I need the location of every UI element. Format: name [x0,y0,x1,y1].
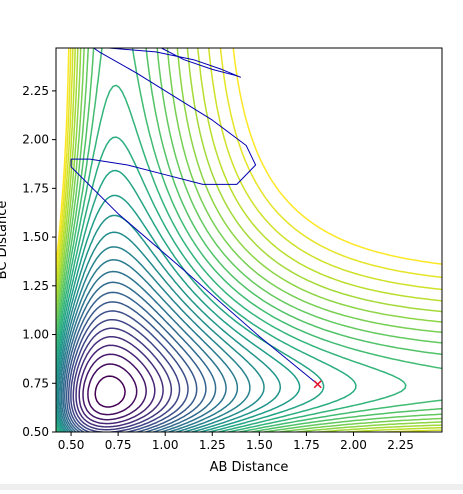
x-tick-label: 1.25 [199,438,226,452]
plot-area [56,48,442,432]
contour-line [56,231,265,432]
contour-line [56,48,442,432]
contour-line [70,318,181,432]
contour-lines [56,48,442,432]
x-tick-label: 0.75 [105,438,132,452]
contour-line [56,48,442,432]
trajectory-layer [70,48,322,389]
contour-line [60,270,227,432]
y-tick-label: 1.00 [22,328,49,342]
y-tick-label: 0.75 [22,376,49,390]
contour-line [82,353,147,421]
contour-line [56,48,442,432]
x-tick-label: 1.75 [293,438,320,452]
start-marker-stroke [313,380,322,389]
x-tick-label: 2.25 [387,438,414,452]
plot-frame [55,47,443,433]
bottom-strip [0,484,463,490]
y-tick-label: 2.25 [22,84,49,98]
contour-line [56,48,442,432]
y-tick-label: 1.75 [22,181,49,195]
x-tick-label: 2.00 [340,438,367,452]
contour-line [56,48,442,432]
contour-line [87,363,138,416]
y-tick-label: 1.50 [22,230,49,244]
x-axis-label: AB Distance [210,460,289,475]
contour-line [56,214,282,432]
y-tick-label: 0.50 [22,425,49,439]
y-tick-label: 2.00 [22,133,49,147]
y-axis-ticks: 0.50 0.75 1.00 1.25 1.50 1.75 2.00 2.25 [22,84,56,439]
contour-line [56,48,442,432]
contour-line [56,48,442,432]
contour-line [65,301,198,432]
contour-line [56,169,325,432]
contour-line [64,291,207,432]
x-tick-label: 1.00 [152,438,179,452]
x-tick-label: 0.50 [58,438,85,452]
start-marker [313,380,322,389]
contour-line [72,327,173,431]
contour-line [67,310,189,432]
trajectory-line [70,48,319,385]
contour-line [78,344,156,425]
contour-line [56,194,301,432]
y-tick-label: 1.25 [22,279,49,293]
contour-line [56,84,407,432]
contour-line [57,246,251,432]
x-axis-ticks: 0.50 0.75 1.00 1.25 1.50 1.75 2.00 2.25 [58,432,414,452]
contour-line [75,336,164,428]
contour-line [62,281,217,432]
x-tick-label: 1.50 [246,438,273,452]
contour-line [94,375,126,408]
contour-line [59,259,239,432]
contour-line [56,136,357,432]
contour-line [56,48,442,432]
contour-line [56,48,442,272]
y-axis-label: BC Distance [0,201,10,280]
